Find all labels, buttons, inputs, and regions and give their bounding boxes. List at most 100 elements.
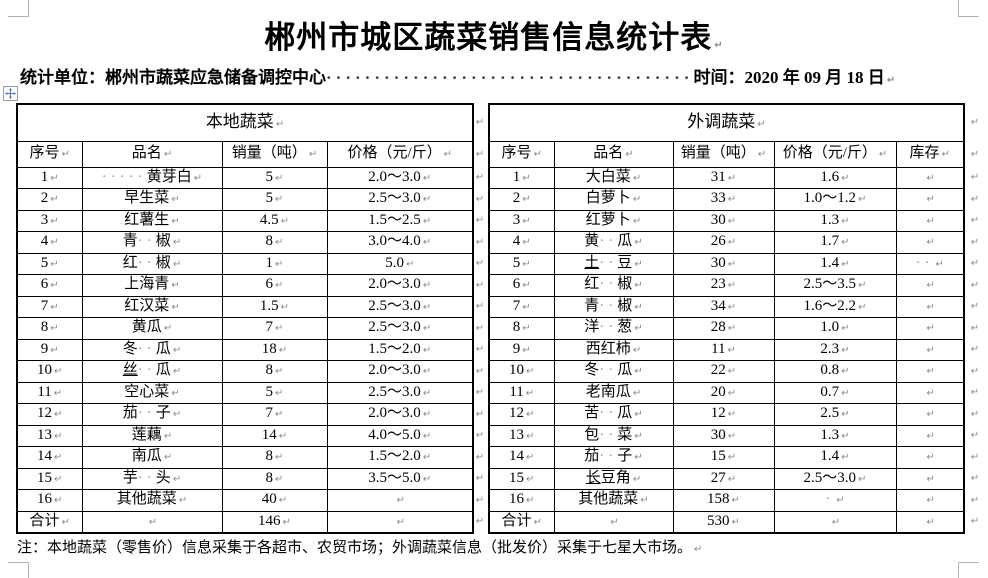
table-cell[interactable]: 丝··瓜 ↵: [81, 360, 223, 383]
table-cell[interactable]: 2.0～3.0 ↵: [326, 403, 474, 426]
table-cell[interactable]: 1.0～1.2 ↵: [773, 188, 897, 211]
table-cell[interactable]: 0.7 ↵: [773, 381, 897, 404]
table-cell[interactable]: 30 ↵: [672, 424, 775, 447]
table-cell[interactable]: ·····黄芽白 ↵: [81, 166, 223, 189]
page-title[interactable]: 郴州市城区蔬菜销售信息统计表 ↵: [0, 18, 988, 66]
table-cell[interactable]: 西红柿 ↵: [553, 338, 674, 361]
table-cell[interactable]: 其他蔬菜 ↵: [81, 489, 223, 512]
table-cell[interactable]: ↵: [895, 166, 965, 189]
table-cell[interactable]: 1.5～2.0 ↵: [326, 338, 474, 361]
table-cell[interactable]: 2.0～3.0 ↵: [326, 166, 474, 189]
table-cell[interactable]: 苦··瓜 ↵: [553, 403, 674, 426]
table-cell[interactable]: 1.0 ↵: [773, 317, 897, 340]
table-cell[interactable]: 2.5～3.0 ↵: [326, 295, 474, 318]
table-cell[interactable]: 大白菜 ↵: [553, 166, 674, 189]
column-header-cell[interactable]: 序号 ↵: [16, 140, 83, 168]
table-cell[interactable]: 黄瓜 ↵: [81, 317, 223, 340]
table-cell[interactable]: 2.5～3.5 ↵: [773, 274, 897, 297]
meta-line[interactable]: 统计单位：郴州市蔬菜应急储备调控中心······················…: [20, 66, 970, 93]
table-cell[interactable]: 芋··头 ↵: [81, 467, 223, 490]
table-cell[interactable]: 40 ↵: [221, 489, 328, 512]
table-cell[interactable]: 1.5～2.0 ↵: [326, 446, 474, 469]
table-cell[interactable]: 其他蔬菜 ↵: [553, 489, 674, 512]
column-header-cell[interactable]: 价格（元/斤） ↵: [773, 140, 897, 168]
table-cell[interactable]: ↵: [895, 424, 965, 447]
table-cell[interactable]: · ↵: [773, 489, 897, 512]
table-cell[interactable]: 1 ↵: [488, 166, 555, 189]
table-cell[interactable]: ↵: [895, 360, 965, 383]
table-cell[interactable]: 红薯生 ↵: [81, 209, 223, 232]
table-cell[interactable]: 26 ↵: [672, 231, 775, 254]
table-cell[interactable]: 7 ↵: [221, 317, 328, 340]
table-cell[interactable]: 1.6 ↵: [773, 166, 897, 189]
table-cell[interactable]: 老南瓜 ↵: [553, 381, 674, 404]
table-cell[interactable]: 30 ↵: [672, 209, 775, 232]
table-cell[interactable]: ↵: [895, 231, 965, 254]
table-move-handle[interactable]: [3, 86, 18, 101]
table-cell[interactable]: 红萝卜 ↵: [553, 209, 674, 232]
table-cell[interactable]: 28 ↵: [672, 317, 775, 340]
column-header-cell[interactable]: 销量（吨） ↵: [221, 140, 328, 168]
table-cell[interactable]: 13 ↵: [488, 424, 555, 447]
table-cell[interactable]: 9 ↵: [488, 338, 555, 361]
table-cell[interactable]: 15 ↵: [672, 446, 775, 469]
table-cell[interactable]: 15 ↵: [16, 467, 83, 490]
table-cell[interactable]: ↵: [895, 209, 965, 232]
table-cell[interactable]: ↵: [895, 403, 965, 426]
table-cell[interactable]: 34 ↵: [672, 295, 775, 318]
table-cell[interactable]: 1.3 ↵: [773, 424, 897, 447]
table-cell[interactable]: 南瓜 ↵: [81, 446, 223, 469]
table-cell[interactable]: 7 ↵: [488, 295, 555, 318]
table-cell[interactable]: 20 ↵: [672, 381, 775, 404]
table-cell[interactable]: 9 ↵: [16, 338, 83, 361]
table-cell[interactable]: 2.5～3.0 ↵: [326, 381, 474, 404]
table-cell[interactable]: 2.5～3.0 ↵: [326, 188, 474, 211]
column-header-cell[interactable]: 库存 ↵: [895, 140, 965, 168]
table-cell[interactable]: 3 ↵: [16, 209, 83, 232]
table-cell[interactable]: ↵: [895, 510, 965, 533]
table-cell[interactable]: 4.5 ↵: [221, 209, 328, 232]
table-cell[interactable]: 2 ↵: [16, 188, 83, 211]
table-cell[interactable]: 洋··葱 ↵: [553, 317, 674, 340]
table-cell[interactable]: 10 ↵: [16, 360, 83, 383]
table-cell[interactable]: 8 ↵: [221, 360, 328, 383]
table-cell[interactable]: 4 ↵: [16, 231, 83, 254]
table-cell[interactable]: ↵: [553, 510, 674, 533]
table-cell[interactable]: 茄··子 ↵: [553, 446, 674, 469]
table-cell[interactable]: 22 ↵: [672, 360, 775, 383]
table-cell[interactable]: 1 ↵: [16, 166, 83, 189]
table-cell[interactable]: 14 ↵: [16, 446, 83, 469]
table-cell[interactable]: 530 ↵: [672, 510, 775, 533]
table-cell[interactable]: 23 ↵: [672, 274, 775, 297]
table-cell[interactable]: 8 ↵: [16, 317, 83, 340]
table-cell[interactable]: 15 ↵: [488, 467, 555, 490]
table-cell[interactable]: 3.0～4.0 ↵: [326, 231, 474, 254]
table-cell[interactable]: 冬··瓜 ↵: [553, 360, 674, 383]
column-header-cell[interactable]: 品名 ↵: [81, 140, 223, 168]
table-cell[interactable]: 5 ↵: [221, 188, 328, 211]
table-cell[interactable]: 0.8 ↵: [773, 360, 897, 383]
table-cell[interactable]: 4 ↵: [488, 231, 555, 254]
table-cell[interactable]: 5 ↵: [16, 252, 83, 275]
table-cell[interactable]: 158 ↵: [672, 489, 775, 512]
table-cell[interactable]: ·· ↵: [895, 252, 965, 275]
table-cell[interactable]: 12 ↵: [672, 403, 775, 426]
table-cell[interactable]: ↵: [895, 295, 965, 318]
table-cell[interactable]: 茄··子 ↵: [81, 403, 223, 426]
table-cell[interactable]: 青··椒 ↵: [553, 295, 674, 318]
column-header-cell[interactable]: 销量（吨） ↵: [672, 140, 775, 168]
table-cell[interactable]: ↵: [895, 338, 965, 361]
table-cell[interactable]: 6 ↵: [16, 274, 83, 297]
table-cell[interactable]: 2.0～3.0 ↵: [326, 274, 474, 297]
table-cell[interactable]: ↵: [895, 489, 965, 512]
table-cell[interactable]: 1.5～2.5 ↵: [326, 209, 474, 232]
table-cell[interactable]: 13 ↵: [16, 424, 83, 447]
table-cell[interactable]: 16 ↵: [16, 489, 83, 512]
table-cell[interactable]: 2.5 ↵: [773, 403, 897, 426]
table-cell[interactable]: 青··椒 ↵: [81, 231, 223, 254]
table-cell[interactable]: 红汉菜 ↵: [81, 295, 223, 318]
table-cell[interactable]: 红··椒 ↵: [553, 274, 674, 297]
table-cell[interactable]: ↵: [895, 274, 965, 297]
table-cell[interactable]: 8 ↵: [488, 317, 555, 340]
table-cell[interactable]: 8 ↵: [221, 446, 328, 469]
